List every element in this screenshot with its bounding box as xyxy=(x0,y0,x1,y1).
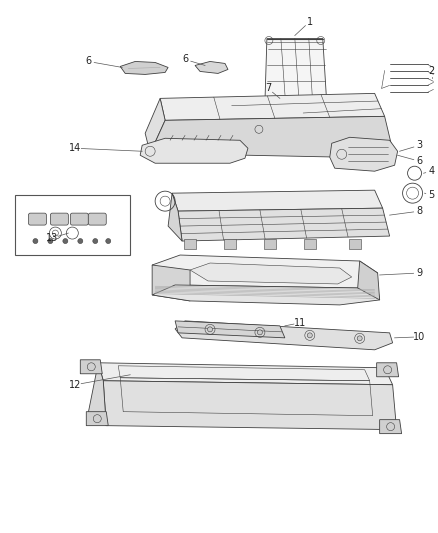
Polygon shape xyxy=(140,138,248,163)
Polygon shape xyxy=(150,116,395,158)
Circle shape xyxy=(78,239,83,244)
FancyBboxPatch shape xyxy=(50,213,68,225)
Polygon shape xyxy=(98,363,392,385)
Polygon shape xyxy=(184,239,196,249)
Text: 6: 6 xyxy=(417,156,423,166)
Polygon shape xyxy=(86,411,108,426)
Circle shape xyxy=(208,327,212,332)
Text: 1: 1 xyxy=(307,17,313,27)
Text: 9: 9 xyxy=(417,268,423,278)
Polygon shape xyxy=(349,239,360,249)
Polygon shape xyxy=(168,193,182,241)
Circle shape xyxy=(106,239,111,244)
Text: 6: 6 xyxy=(182,54,188,64)
Circle shape xyxy=(48,239,53,244)
Text: 2: 2 xyxy=(428,67,434,76)
Text: 7: 7 xyxy=(265,83,271,93)
Circle shape xyxy=(33,239,38,244)
Polygon shape xyxy=(120,61,168,75)
FancyBboxPatch shape xyxy=(28,213,46,225)
Text: 13: 13 xyxy=(46,233,59,243)
Polygon shape xyxy=(380,419,402,434)
Polygon shape xyxy=(377,363,399,377)
Circle shape xyxy=(307,333,312,338)
Polygon shape xyxy=(304,239,316,249)
Polygon shape xyxy=(103,381,396,430)
Polygon shape xyxy=(175,321,285,338)
FancyBboxPatch shape xyxy=(88,213,106,225)
Polygon shape xyxy=(178,208,390,241)
Polygon shape xyxy=(190,263,352,284)
Polygon shape xyxy=(251,122,267,135)
Text: 14: 14 xyxy=(69,143,81,154)
Text: 10: 10 xyxy=(413,332,426,342)
Text: 5: 5 xyxy=(428,190,434,200)
Text: 11: 11 xyxy=(294,318,306,328)
Bar xyxy=(15,195,130,255)
Circle shape xyxy=(93,239,98,244)
Text: 6: 6 xyxy=(85,56,92,67)
Circle shape xyxy=(63,239,68,244)
Polygon shape xyxy=(172,190,383,211)
Polygon shape xyxy=(152,285,380,305)
Polygon shape xyxy=(152,265,190,301)
Circle shape xyxy=(258,330,262,335)
Polygon shape xyxy=(145,99,165,154)
Text: 3: 3 xyxy=(417,140,423,150)
Polygon shape xyxy=(358,261,380,300)
Text: 4: 4 xyxy=(428,166,434,176)
Polygon shape xyxy=(264,239,276,249)
Polygon shape xyxy=(330,138,398,171)
Polygon shape xyxy=(265,38,327,114)
Polygon shape xyxy=(175,321,392,350)
FancyBboxPatch shape xyxy=(71,213,88,225)
Polygon shape xyxy=(152,255,378,288)
Polygon shape xyxy=(195,61,228,74)
Polygon shape xyxy=(224,239,236,249)
Text: 12: 12 xyxy=(69,379,81,390)
Polygon shape xyxy=(160,93,385,120)
Circle shape xyxy=(357,336,362,341)
Polygon shape xyxy=(80,360,102,374)
Text: 8: 8 xyxy=(417,206,423,216)
Polygon shape xyxy=(88,363,106,426)
